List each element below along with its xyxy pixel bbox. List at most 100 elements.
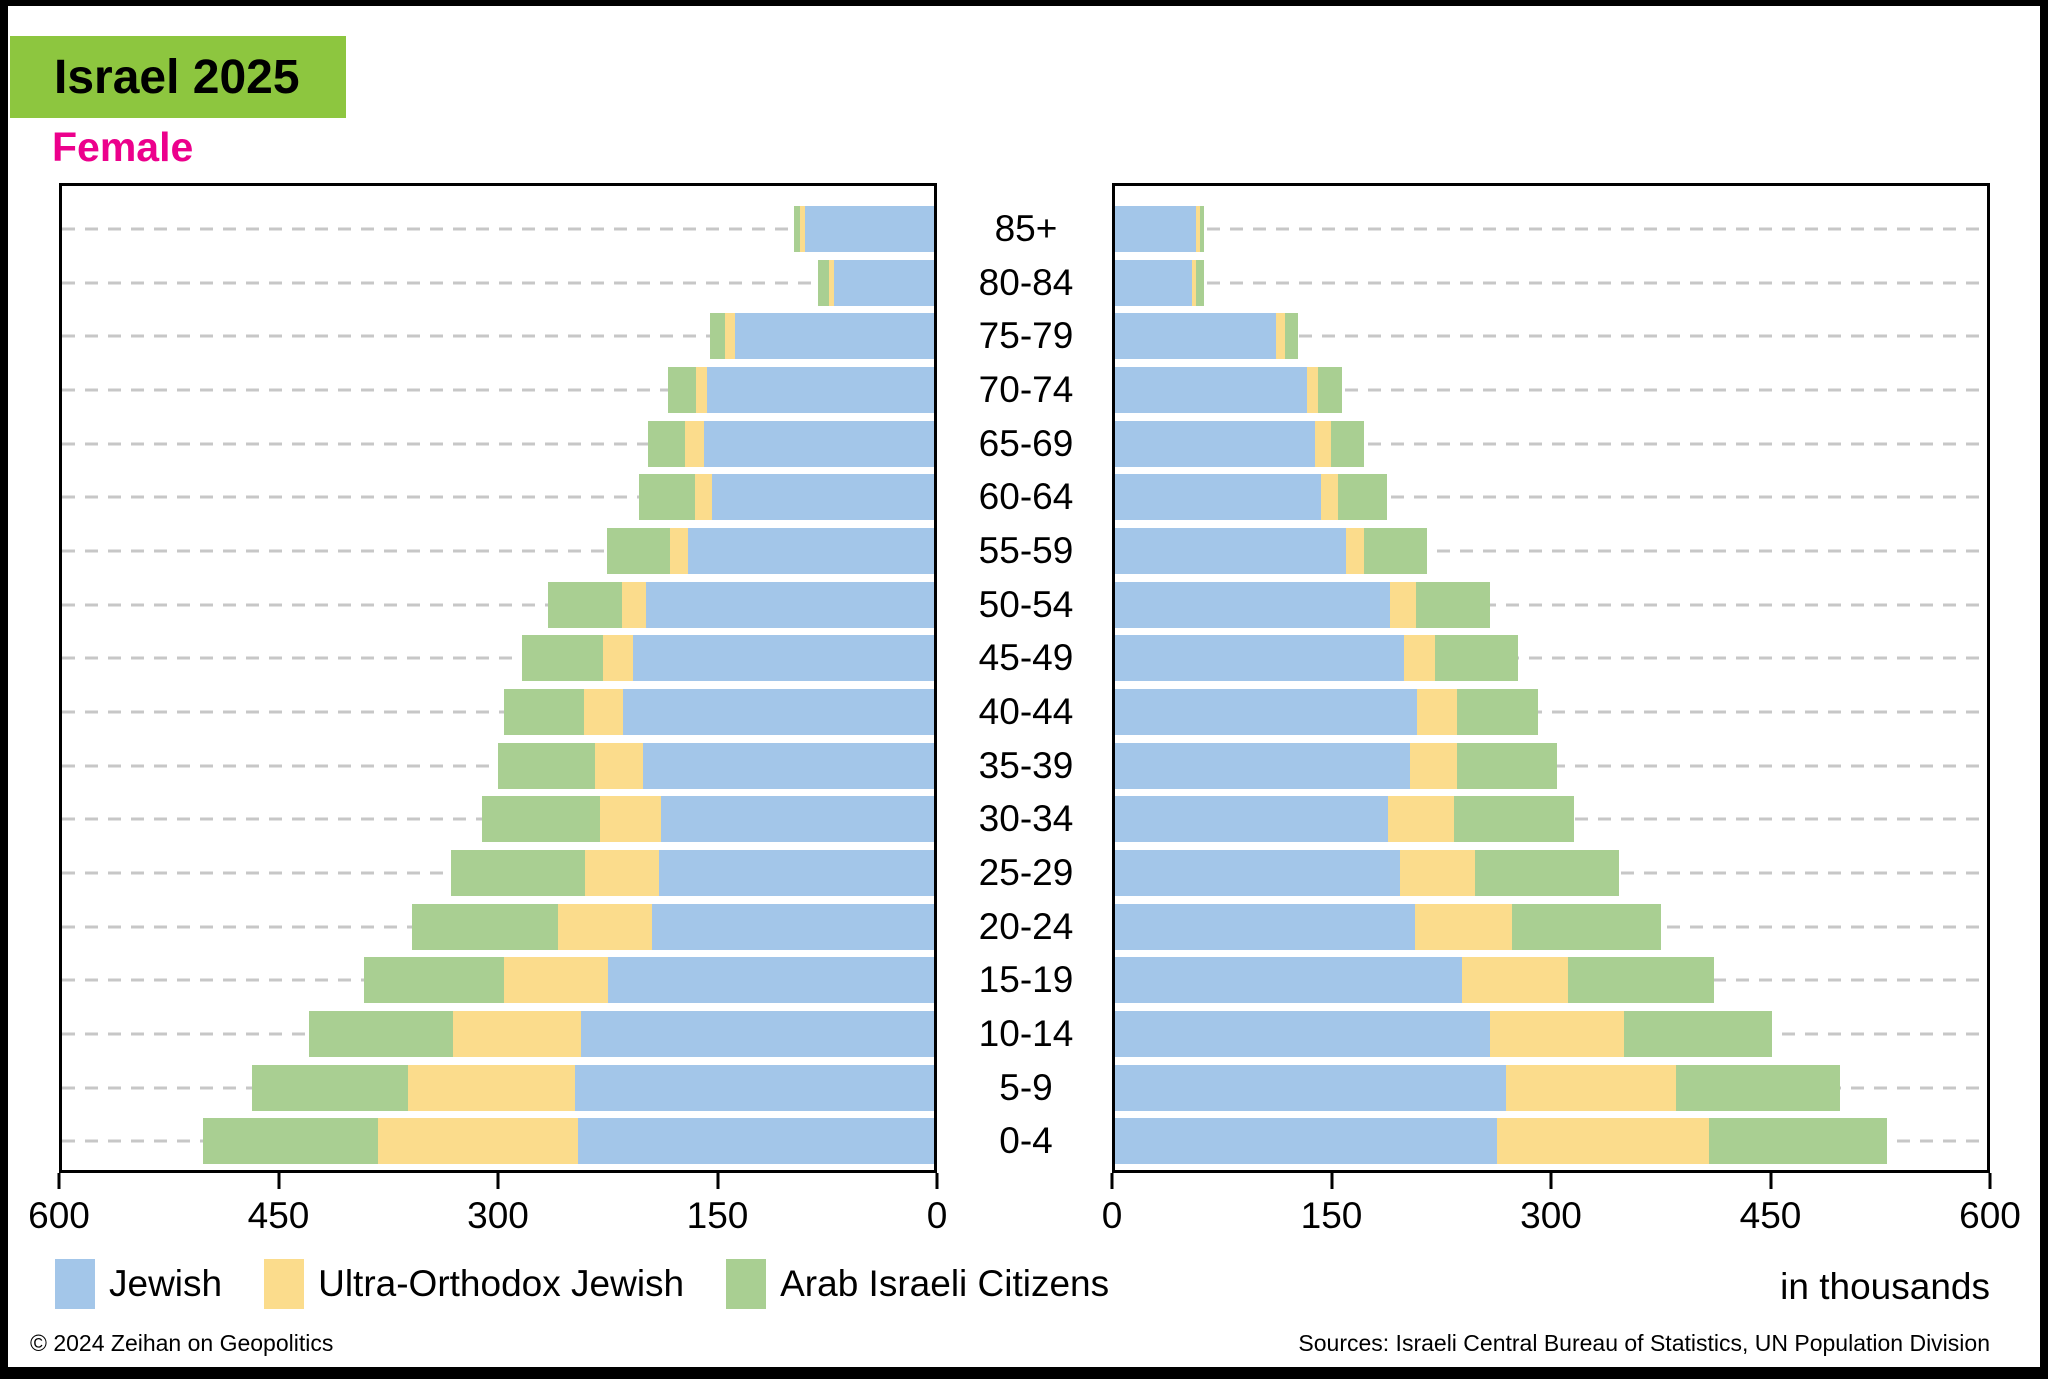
gridline: [62, 388, 934, 392]
bar-segment-ultra_orthodox: [1387, 796, 1455, 843]
stacked-bar-20-24: [62, 903, 934, 950]
age-group-axis: 85+ 80-84 75-79 70-74 65-69 60-64 55-59 50-54 45…: [940, 183, 1112, 1173]
bar-segment-ultra_orthodox: [1276, 313, 1286, 360]
gridline: [62, 495, 934, 499]
bar-segment-ultra_orthodox: [583, 688, 623, 735]
bar-segment-ultra_orthodox: [602, 635, 634, 682]
stacked-bar-30-34: [1115, 796, 1987, 843]
bar-segment-jewish: [577, 1118, 934, 1165]
bar-segment-ultra_orthodox: [378, 1118, 578, 1165]
bar-segment-arab: [1457, 742, 1557, 789]
stacked-bar-70-74: [1115, 366, 1987, 413]
bar-segment-ultra_orthodox: [503, 957, 609, 1004]
bar-row-30-34: [62, 792, 934, 846]
bar-row-5-9: [62, 1061, 934, 1115]
bar-segment-ultra_orthodox: [1346, 527, 1364, 574]
legend-item: Jewish: [55, 1259, 222, 1309]
gridline: [62, 281, 934, 284]
bar-row-50-54: [1115, 578, 1987, 632]
bar-segment-arab: [638, 474, 695, 521]
gridline: [62, 334, 934, 338]
age-row: 60-64: [940, 470, 1112, 524]
bar-row-10-14: [1115, 1007, 1987, 1061]
bar-segment-arab: [1285, 313, 1299, 360]
legend-label: Ultra-Orthodox Jewish: [318, 1263, 685, 1304]
bar-segment-jewish: [623, 688, 934, 735]
bar-segment-ultra_orthodox: [407, 1064, 576, 1111]
gridline: [62, 656, 934, 660]
bar-segment-ultra_orthodox: [1497, 1118, 1710, 1165]
legend-swatch: [264, 1259, 305, 1309]
bar-segment-jewish: [575, 1064, 934, 1111]
bar-segment-jewish: [707, 366, 934, 413]
bar-segment-jewish: [1115, 796, 1388, 843]
gridline: [62, 764, 934, 768]
stacked-bar-70-74: [62, 366, 934, 413]
bar-segment-jewish: [608, 957, 934, 1004]
bar-segment-ultra_orthodox: [725, 313, 735, 360]
stacked-bar-80-84: [62, 259, 934, 306]
bar-row-5-9: [1115, 1061, 1987, 1115]
gridline: [62, 549, 934, 553]
age-label: 65-69: [978, 422, 1074, 464]
bar-row-35-39: [1115, 739, 1987, 793]
bar-segment-ultra_orthodox: [1415, 903, 1512, 950]
gridline: [1115, 388, 1987, 392]
bar-row-65-69: [62, 417, 934, 471]
stacked-bar-40-44: [62, 688, 934, 735]
age-label: 30-34: [978, 798, 1074, 840]
bar-segment-jewish: [1115, 957, 1463, 1004]
bar-segment-jewish: [1115, 903, 1416, 950]
bar-segment-arab: [1454, 796, 1575, 843]
stacked-bar-5-9: [1115, 1064, 1987, 1111]
gridline: [1115, 656, 1987, 660]
tick-label: 150: [1300, 1195, 1363, 1236]
bar-segment-arab: [309, 1010, 453, 1057]
bar-row-40-44: [62, 685, 934, 739]
bar-segment-jewish: [643, 742, 934, 789]
stacked-bar-35-39: [62, 742, 934, 789]
bar-segment-jewish: [659, 849, 934, 896]
stacked-bar-40-44: [1115, 688, 1987, 735]
bar-segment-ultra_orthodox: [1192, 259, 1196, 306]
x-axis-right: 0 150 300 450 600: [1102, 1173, 2021, 1236]
stacked-bar-10-14: [1115, 1010, 1987, 1057]
bar-segment-ultra_orthodox: [694, 474, 712, 521]
age-label: 5-9: [999, 1066, 1053, 1108]
bar-segment-arab: [1338, 474, 1388, 521]
age-label: 10-14: [978, 1012, 1074, 1054]
tick-mark: [57, 1173, 61, 1189]
tick-mark: [1549, 1173, 1553, 1189]
age-label: 35-39: [978, 744, 1074, 786]
x-axis-left: 600 450 300 150 0: [28, 1173, 947, 1236]
bar-segment-ultra_orthodox: [585, 849, 660, 896]
bar-segment-jewish: [1115, 581, 1390, 628]
bar-segment-arab: [793, 205, 801, 252]
legend-item: Arab Israeli Citizens: [726, 1259, 1109, 1309]
bar-segment-jewish: [580, 1010, 934, 1057]
bar-segment-jewish: [652, 903, 934, 950]
bar-segment-jewish: [660, 796, 934, 843]
legend-label: Arab Israeli Citizens: [780, 1263, 1110, 1304]
gridline: [62, 710, 934, 714]
bar-segment-jewish: [734, 313, 934, 360]
gridline: [62, 442, 934, 446]
female-panel-label: Female: [52, 124, 194, 170]
stacked-bar-85+: [62, 205, 934, 252]
bar-segment-arab: [1434, 635, 1518, 682]
age-row: 20-24: [940, 900, 1112, 954]
tick-mark: [1988, 1173, 1992, 1189]
bar-segment-arab: [548, 581, 622, 628]
legend-item: Ultra-Orthodox Jewish: [264, 1259, 684, 1309]
bar-segment-ultra_orthodox: [595, 742, 644, 789]
bar-segment-arab: [498, 742, 596, 789]
tick-label: 450: [247, 1195, 310, 1236]
legend-swatch: [55, 1259, 95, 1309]
copyright-text: © 2024 Zeihan on Geopolitics: [30, 1330, 334, 1356]
bar-segment-jewish: [711, 474, 934, 521]
gridline: [1115, 710, 1987, 714]
sources-text: Sources: Israeli Central Bureau of Stati…: [1298, 1330, 1990, 1356]
bar-segment-ultra_orthodox: [621, 581, 647, 628]
stacked-bar-0-4: [62, 1118, 934, 1165]
bar-row-65-69: [1115, 417, 1987, 471]
